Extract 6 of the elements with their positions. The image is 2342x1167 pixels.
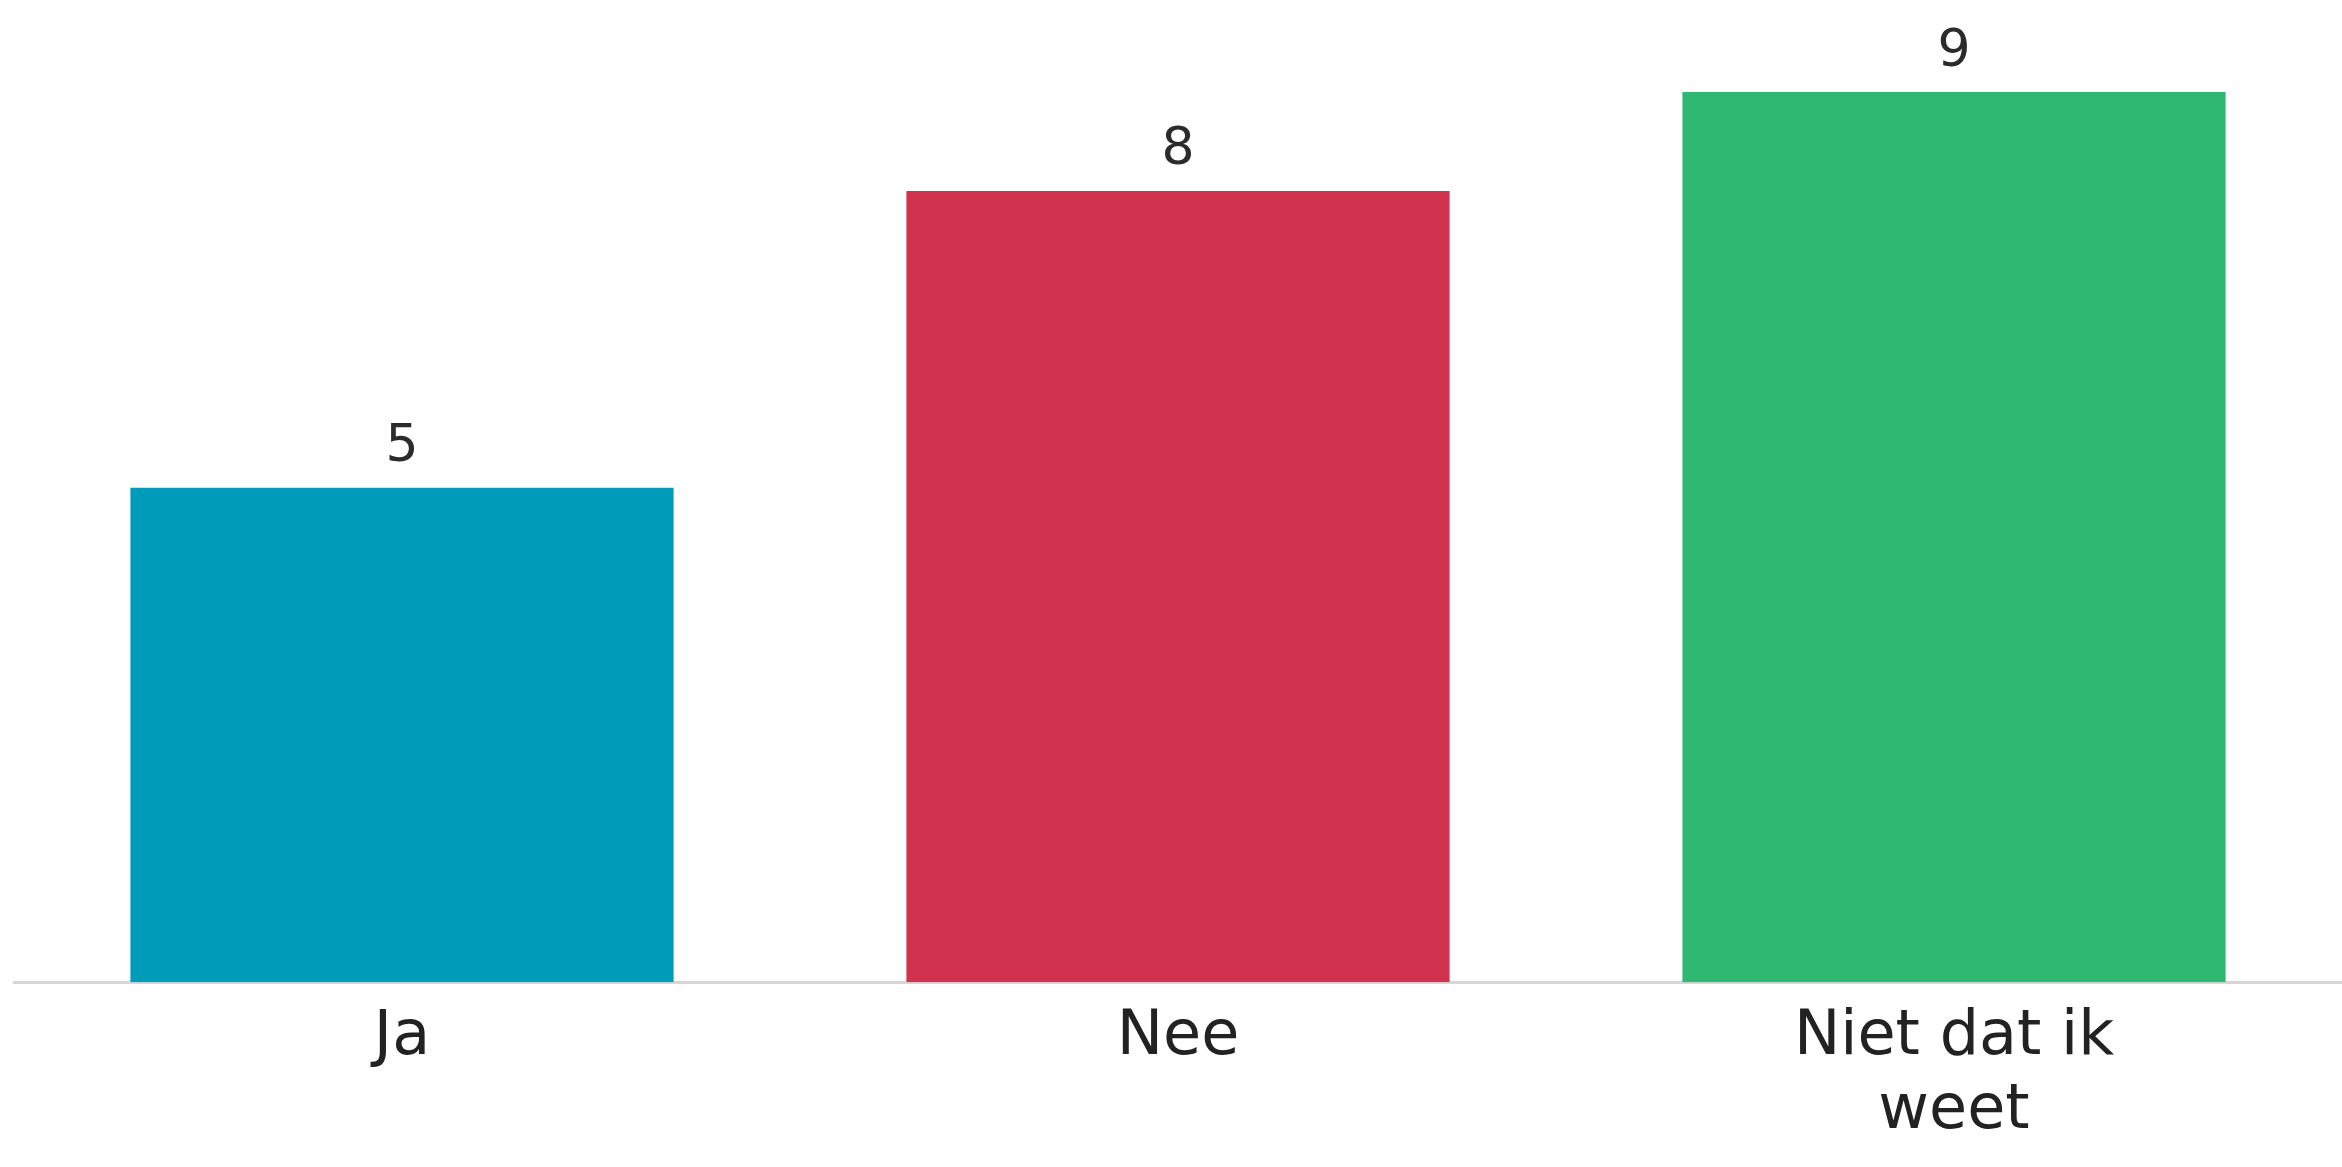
- x-tick-label: Nee: [1116, 995, 1240, 1069]
- data-label: 8: [1161, 116, 1195, 177]
- x-tick-label: Ja: [369, 995, 431, 1069]
- x-tick-label: Niet dat ik weet: [1793, 995, 2115, 1143]
- data-label: 5: [385, 413, 419, 474]
- data-label: 9: [1937, 17, 1971, 78]
